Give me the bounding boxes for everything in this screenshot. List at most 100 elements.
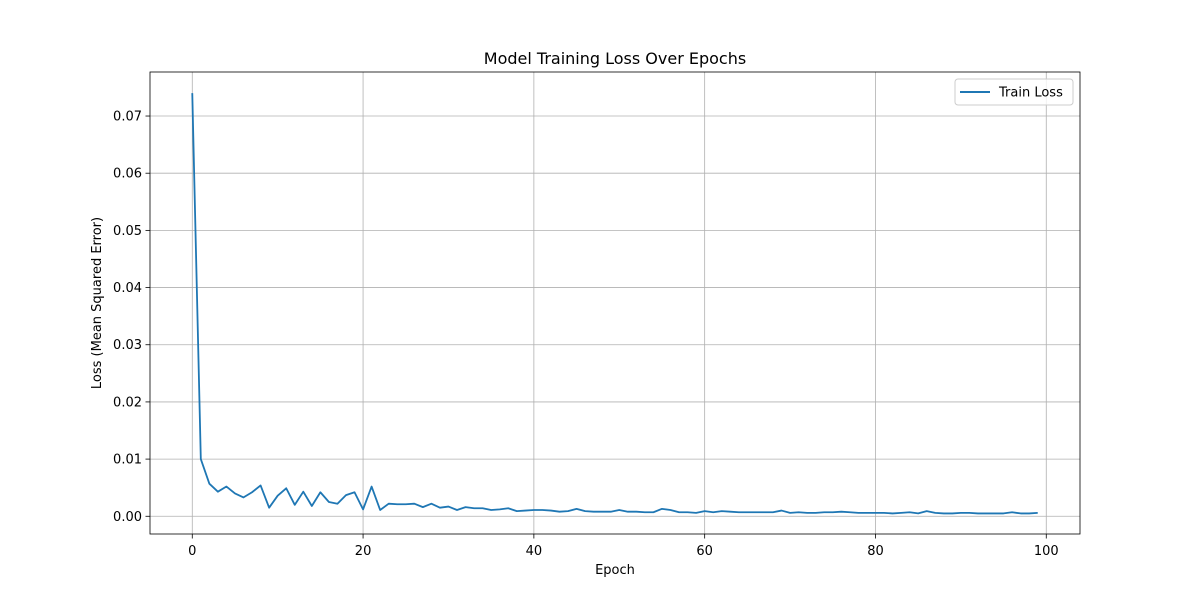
grid	[150, 72, 1080, 534]
data-point	[438, 506, 442, 510]
data-point	[1019, 511, 1023, 515]
data-point	[865, 511, 869, 515]
data-point	[361, 507, 365, 511]
data-point	[626, 510, 630, 514]
x-tick-label: 20	[355, 544, 372, 559]
x-tick-label: 80	[867, 544, 884, 559]
data-point	[899, 511, 903, 515]
y-tick-label: 0.05	[113, 224, 142, 239]
data-point	[412, 502, 416, 506]
data-point	[233, 491, 237, 495]
data-point	[455, 508, 459, 512]
x-tick-label: 60	[696, 544, 713, 559]
data-point	[831, 510, 835, 514]
data-point	[344, 493, 348, 497]
data-point	[711, 510, 715, 514]
data-point	[737, 510, 741, 514]
data-point	[216, 490, 220, 494]
data-point	[318, 490, 322, 494]
data-point	[1036, 511, 1040, 515]
data-point	[805, 511, 809, 515]
y-axis-title: Loss (Mean Squared Error)	[90, 217, 105, 389]
data-point	[540, 508, 544, 512]
data-point	[250, 490, 254, 494]
plot-frame	[149, 71, 1081, 535]
data-point	[472, 506, 476, 510]
data-point	[609, 510, 613, 514]
data-point	[498, 507, 502, 511]
data-point	[771, 510, 775, 514]
data-point	[276, 494, 280, 498]
data-point	[891, 511, 895, 515]
data-point	[575, 507, 579, 511]
data-point	[335, 502, 339, 506]
data-point	[378, 508, 382, 512]
data-point	[446, 505, 450, 509]
data-point	[728, 510, 732, 514]
data-point	[327, 500, 331, 504]
legend-box	[954, 78, 1074, 106]
y-tick-label: 0.04	[113, 281, 142, 296]
data-point	[694, 511, 698, 515]
data-point	[515, 509, 519, 513]
data-point	[959, 511, 963, 515]
data-point	[950, 511, 954, 515]
data-point	[404, 502, 408, 506]
data-point	[267, 506, 271, 510]
data-point	[1002, 511, 1006, 515]
data-point	[677, 510, 681, 514]
data-point	[481, 506, 485, 510]
data-point	[976, 511, 980, 515]
x-tick-label: 100	[1034, 544, 1059, 559]
data-point	[506, 506, 510, 510]
data-point	[780, 509, 784, 513]
x-tick-label: 40	[526, 544, 543, 559]
data-point	[942, 511, 946, 515]
data-point	[754, 510, 758, 514]
chart-title: Model Training Loss Over Epochs	[484, 49, 746, 68]
legend-label-train-loss: Train Loss	[998, 86, 1063, 101]
data-point	[207, 482, 211, 486]
data-point	[822, 510, 826, 514]
data-point	[224, 485, 228, 489]
y-tick-label: 0.01	[113, 453, 142, 468]
data-point	[549, 509, 553, 513]
data-point	[634, 510, 638, 514]
data-point	[762, 510, 766, 514]
data-point	[720, 509, 724, 513]
data-point	[353, 490, 357, 494]
data-point	[523, 509, 527, 513]
series-line-train-loss	[191, 93, 1038, 515]
data-point	[848, 510, 852, 514]
data-point	[600, 510, 604, 514]
data-point	[617, 508, 621, 512]
data-point	[421, 505, 425, 509]
data-point	[387, 502, 391, 506]
y-tick-label: 0.07	[113, 110, 142, 125]
data-point	[395, 502, 399, 506]
data-point	[489, 508, 493, 512]
y-tick-label: 0.06	[113, 167, 142, 182]
data-point	[284, 486, 288, 490]
data-point	[814, 511, 818, 515]
x-axis-title: Epoch	[595, 563, 635, 578]
data-point	[643, 510, 647, 514]
data-point	[259, 483, 263, 487]
data-point	[464, 505, 468, 509]
y-tick-label: 0.03	[113, 338, 142, 353]
data-point	[993, 511, 997, 515]
data-point	[984, 511, 988, 515]
x-tick-label: 0	[188, 544, 196, 559]
data-point	[882, 511, 886, 515]
legend: Train Loss	[954, 78, 1074, 106]
series-layer	[191, 93, 1040, 515]
data-point	[293, 503, 297, 507]
y-tick-label: 0.00	[113, 510, 142, 525]
data-point	[703, 509, 707, 513]
data-point	[925, 509, 929, 513]
y-tick-label: 0.02	[113, 395, 142, 410]
data-point	[669, 508, 673, 512]
data-point	[908, 510, 912, 514]
data-point	[1027, 511, 1031, 515]
